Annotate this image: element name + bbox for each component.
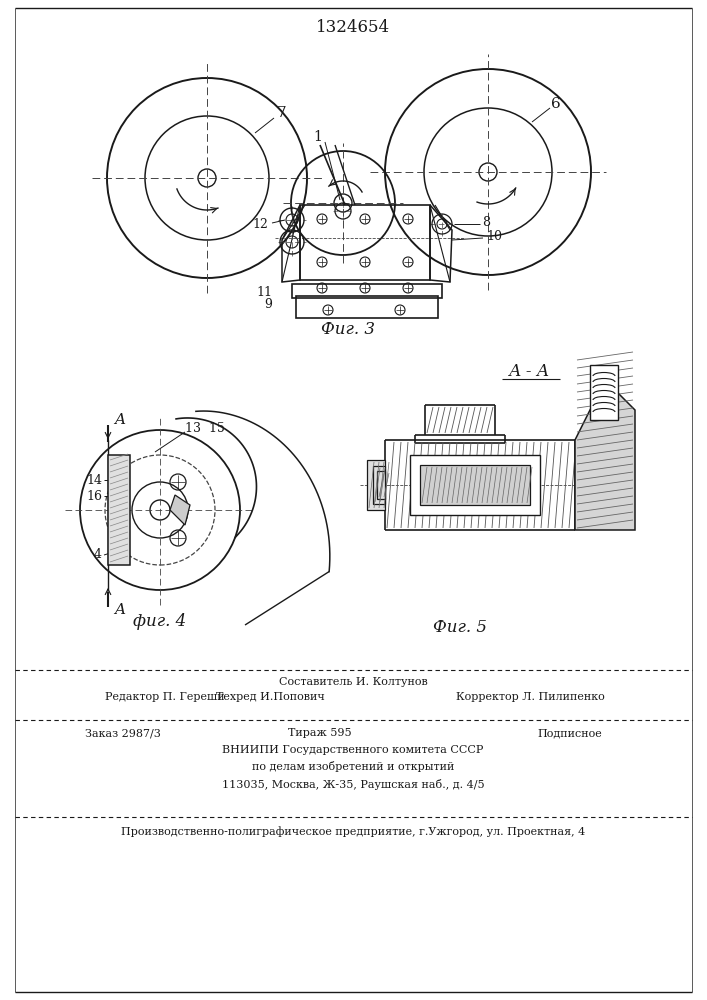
Bar bbox=[367, 460, 385, 510]
Polygon shape bbox=[170, 495, 190, 525]
Text: 1324654: 1324654 bbox=[316, 19, 390, 36]
Polygon shape bbox=[575, 380, 635, 530]
Bar bbox=[373, 466, 385, 504]
Bar bbox=[296, 296, 438, 318]
Text: 10: 10 bbox=[486, 230, 502, 242]
Text: 1: 1 bbox=[314, 130, 322, 144]
Text: фиг. 4: фиг. 4 bbox=[134, 613, 187, 631]
Bar bbox=[292, 284, 442, 298]
Text: Корректор Л. Пилипенко: Корректор Л. Пилипенко bbox=[455, 692, 604, 702]
Bar bbox=[377, 471, 385, 499]
Bar bbox=[590, 365, 618, 420]
Text: 11: 11 bbox=[256, 286, 272, 298]
Text: 9: 9 bbox=[264, 298, 272, 310]
Text: 4: 4 bbox=[94, 548, 102, 562]
Text: Производственно-полиграфическое предприятие, г.Ужгород, ул. Проектная, 4: Производственно-полиграфическое предприя… bbox=[121, 827, 585, 837]
Text: Подписное: Подписное bbox=[537, 728, 602, 738]
Text: Тираж 595: Тираж 595 bbox=[288, 728, 352, 738]
Text: 7: 7 bbox=[277, 106, 287, 120]
Bar bbox=[300, 205, 430, 280]
Text: 13  15: 13 15 bbox=[185, 422, 225, 434]
Text: ВНИИПИ Государственного комитета СССР: ВНИИПИ Государственного комитета СССР bbox=[222, 745, 484, 755]
Text: Заказ 2987/3: Заказ 2987/3 bbox=[85, 728, 161, 738]
Text: A: A bbox=[115, 603, 126, 617]
Text: 12: 12 bbox=[252, 218, 268, 231]
Text: 16: 16 bbox=[86, 489, 102, 502]
Text: по делам изобретений и открытий: по делам изобретений и открытий bbox=[252, 762, 454, 772]
Bar bbox=[108, 455, 130, 565]
Text: Редактор П. Гереши: Редактор П. Гереши bbox=[105, 692, 225, 702]
Text: 14: 14 bbox=[86, 474, 102, 487]
Text: Составитель И. Колтунов: Составитель И. Колтунов bbox=[279, 677, 427, 687]
Text: Фиг. 3: Фиг. 3 bbox=[321, 322, 375, 338]
Text: 113035, Москва, Ж-35, Раушская наб., д. 4/5: 113035, Москва, Ж-35, Раушская наб., д. … bbox=[222, 778, 484, 790]
Text: 8: 8 bbox=[482, 216, 490, 229]
Text: Фиг. 5: Фиг. 5 bbox=[433, 619, 487, 637]
Bar bbox=[420, 465, 530, 505]
Text: Техред И.Попович: Техред И.Попович bbox=[216, 692, 325, 702]
Text: A: A bbox=[115, 413, 126, 427]
Bar bbox=[410, 455, 540, 515]
Text: А - А: А - А bbox=[509, 363, 551, 380]
Text: 6: 6 bbox=[551, 97, 561, 111]
